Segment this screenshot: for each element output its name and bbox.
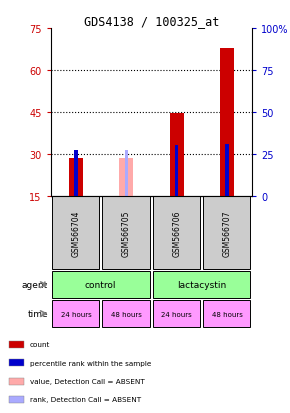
Text: count: count <box>30 342 50 347</box>
Text: GSM566705: GSM566705 <box>122 210 131 256</box>
Text: 48 hours: 48 hours <box>212 311 242 317</box>
Text: GSM566707: GSM566707 <box>223 210 232 256</box>
Bar <box>203 301 250 327</box>
Text: 48 hours: 48 hours <box>111 311 142 317</box>
Bar <box>52 272 150 298</box>
Text: GSM566704: GSM566704 <box>71 210 80 256</box>
Text: rank, Detection Call = ABSENT: rank, Detection Call = ABSENT <box>30 396 141 402</box>
Text: 24 hours: 24 hours <box>161 311 192 317</box>
Bar <box>153 301 200 327</box>
Bar <box>102 301 150 327</box>
Text: agent: agent <box>22 280 48 290</box>
Text: value, Detection Call = ABSENT: value, Detection Call = ABSENT <box>30 378 144 384</box>
Bar <box>9 377 24 385</box>
Bar <box>9 359 24 366</box>
Text: time: time <box>28 309 48 318</box>
Bar <box>220 48 234 196</box>
Bar <box>119 159 133 196</box>
Bar <box>9 396 24 403</box>
Title: GDS4138 / 100325_at: GDS4138 / 100325_at <box>84 15 219 28</box>
Bar <box>170 114 184 196</box>
Bar <box>225 144 229 196</box>
Bar <box>52 197 99 270</box>
Bar <box>175 146 178 196</box>
Text: lactacystin: lactacystin <box>177 280 226 290</box>
Bar <box>153 197 200 270</box>
Bar <box>69 159 83 196</box>
Bar <box>203 197 250 270</box>
Bar <box>9 341 24 348</box>
Bar <box>125 151 128 196</box>
Bar <box>52 301 99 327</box>
Bar <box>153 272 250 298</box>
Text: 24 hours: 24 hours <box>61 311 91 317</box>
Text: GSM566706: GSM566706 <box>172 210 181 256</box>
Bar <box>74 150 78 196</box>
Text: percentile rank within the sample: percentile rank within the sample <box>30 360 151 366</box>
Bar <box>102 197 150 270</box>
Text: control: control <box>85 280 116 290</box>
